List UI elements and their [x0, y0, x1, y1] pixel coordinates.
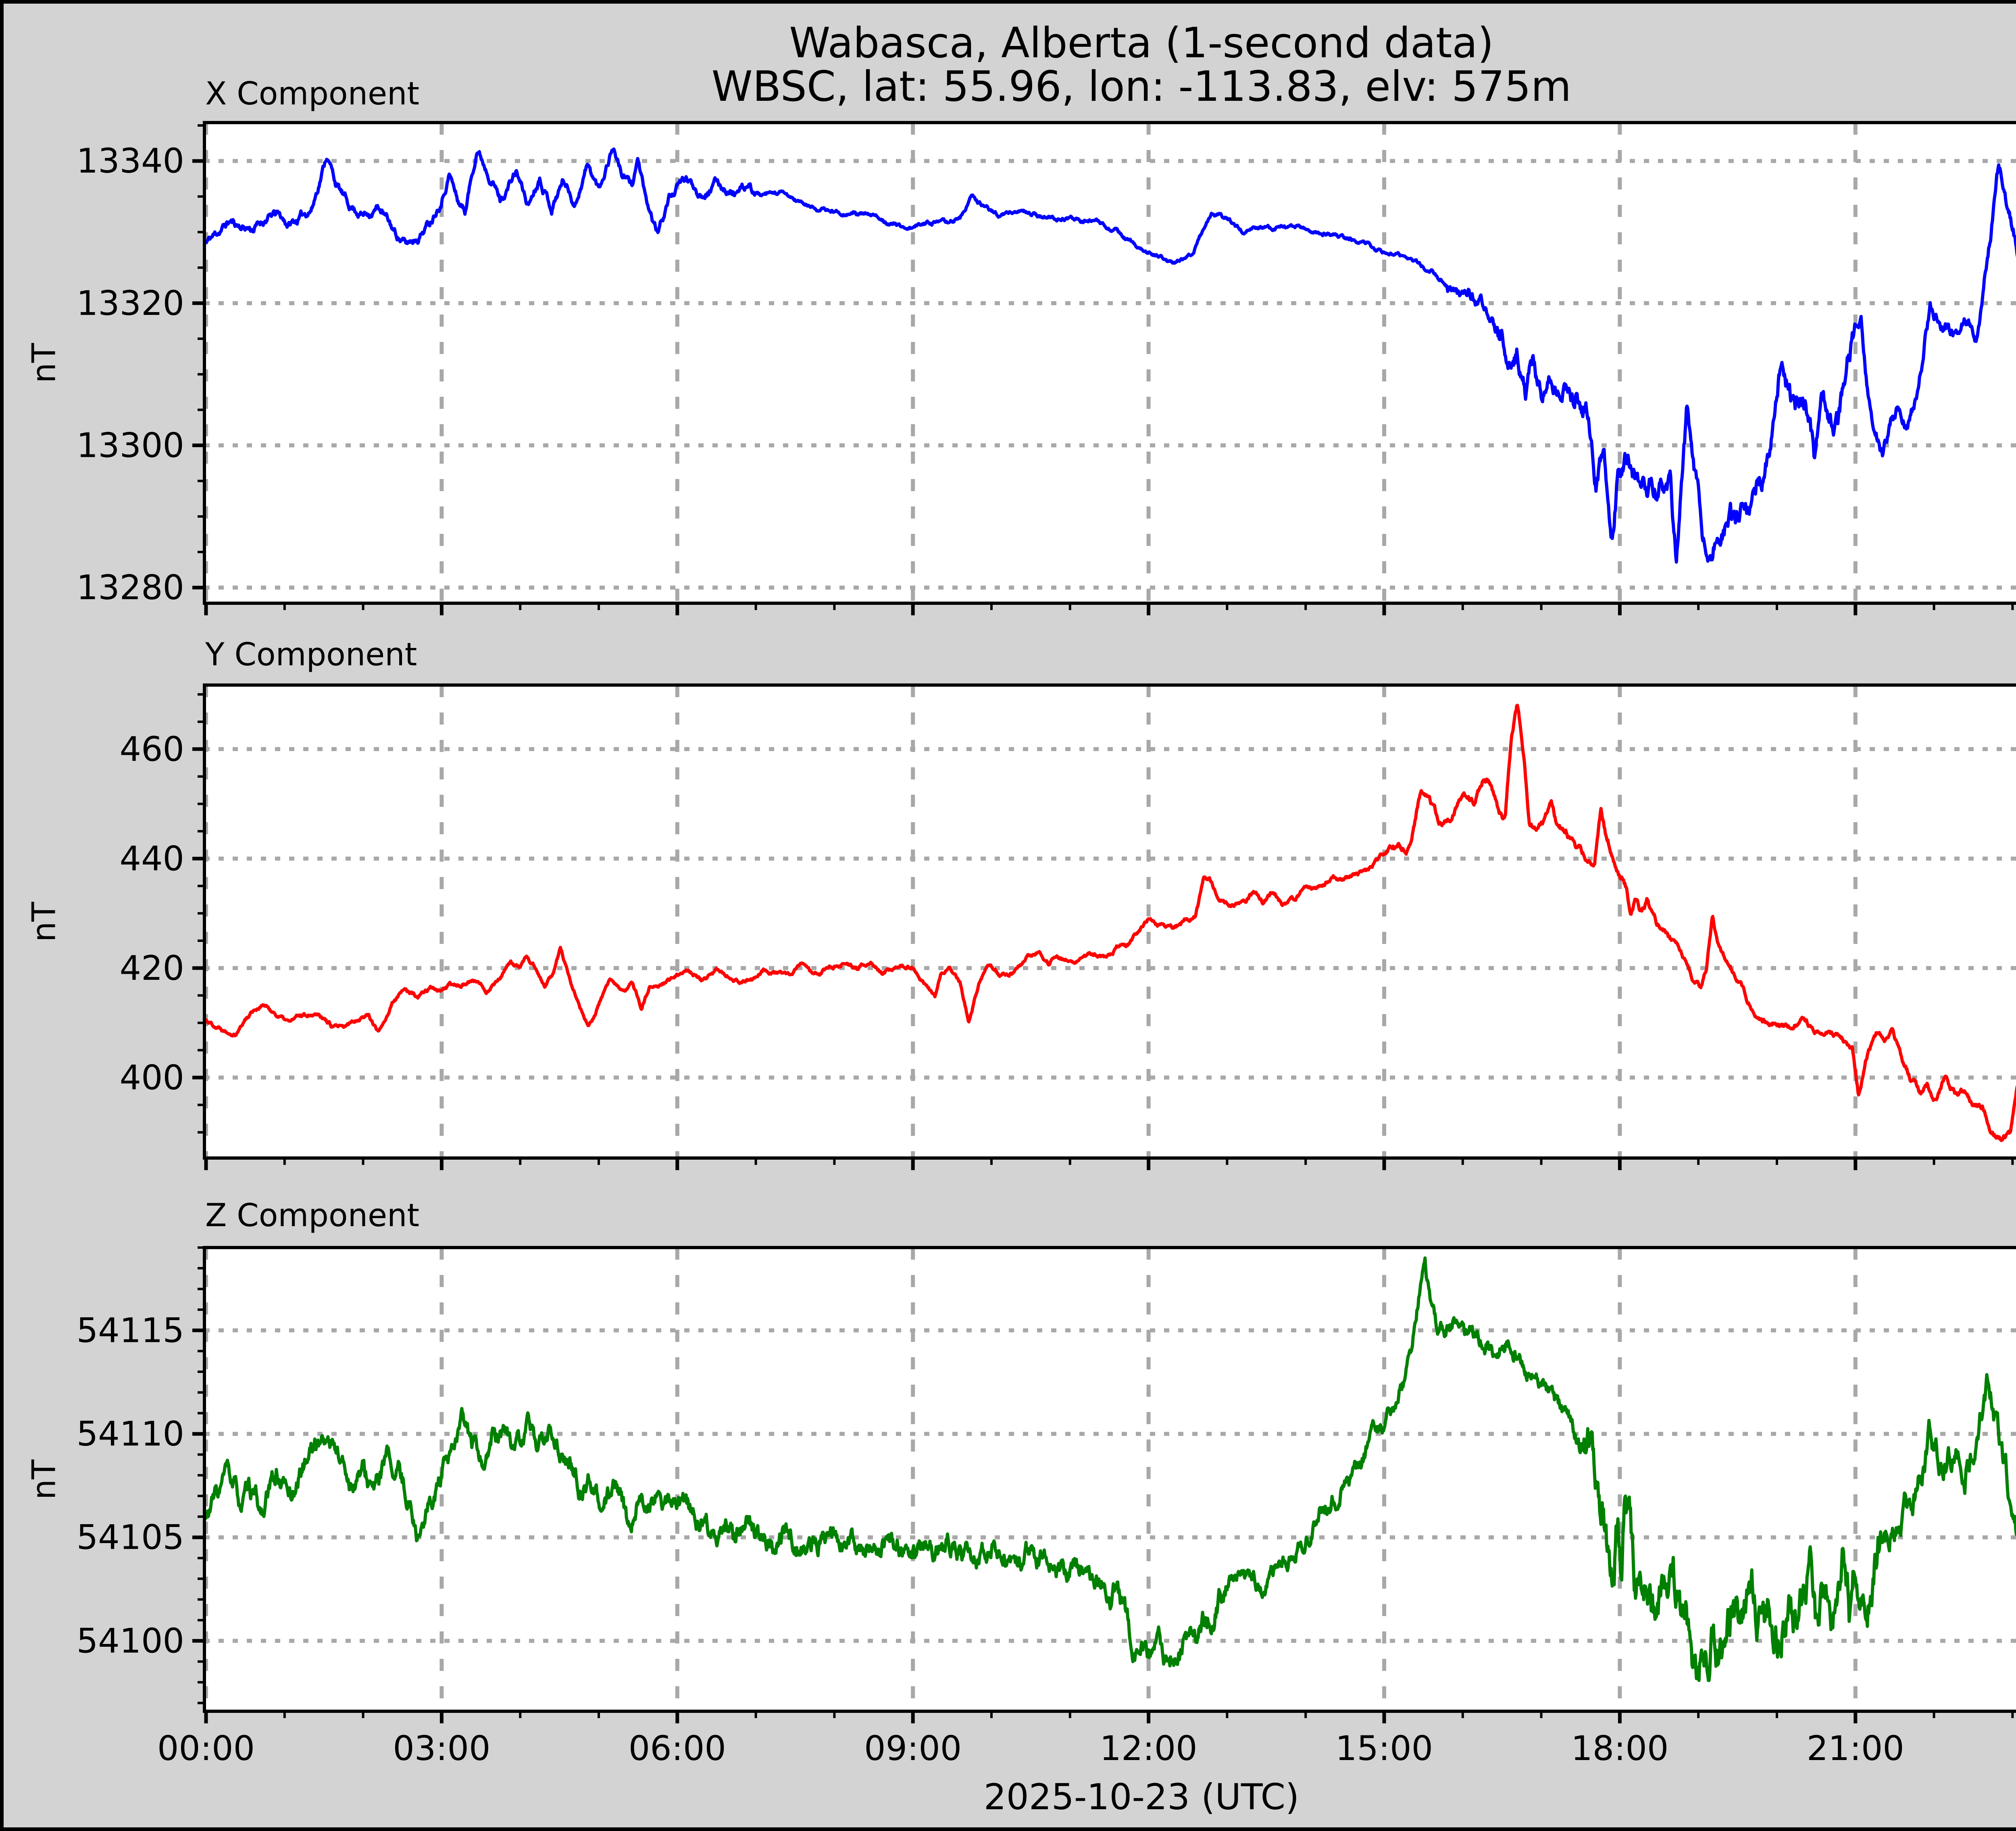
plot-canvas: 1328013300133201334040042044046054100541…: [77, 121, 2016, 1768]
panel-background: [204, 685, 2016, 1158]
y-tick-label: 54115: [77, 1310, 184, 1350]
x-panel-ylabel: nT: [25, 343, 63, 383]
y-tick-label: 13340: [77, 141, 184, 181]
y-tick-label: 13280: [77, 568, 184, 607]
x-tick-label: 15:00: [1335, 1729, 1433, 1768]
panel-title-z-component: Z Component: [205, 1198, 420, 1234]
z-panel-ylabel: nT: [25, 1459, 63, 1500]
figure-title: Wabasca, Alberta (1-second data): [789, 19, 1494, 67]
y-tick-label: 460: [120, 729, 184, 769]
panel-frame: [203, 121, 2016, 605]
y-tick-label: 440: [120, 839, 184, 878]
x-tick-label: 21:00: [1807, 1729, 1904, 1768]
panel-title-y-component: Y Component: [205, 637, 417, 673]
panel-frame: [203, 683, 2016, 1160]
x-trace: [204, 147, 2016, 564]
y-tick-label: 420: [120, 948, 184, 988]
panel-frame: [203, 1246, 2016, 1713]
y-trace: [204, 704, 2016, 1142]
x-tick-label: 00:00: [157, 1729, 255, 1768]
y-tick-label: 54110: [77, 1414, 184, 1454]
y-tick-label: 13300: [77, 426, 184, 465]
x-tick-label: 06:00: [629, 1729, 726, 1768]
z-trace: [204, 1256, 2016, 1682]
y-tick-label: 13320: [77, 283, 184, 323]
z-component-panel: 54100 54105 54110 54115: [77, 1246, 2016, 1723]
x-tick-label: 03:00: [393, 1729, 490, 1768]
y-tick-label: 54100: [77, 1621, 184, 1660]
panel-background: [204, 123, 2016, 603]
panel-title-x-component: X Component: [205, 76, 420, 112]
x-axis-label: 2025-10-23 (UTC): [983, 1776, 1300, 1818]
y-panel-ylabel: nT: [25, 902, 63, 942]
x-tick-label: 18:00: [1571, 1729, 1668, 1768]
x-component-panel: 13280 13300 13320 13340: [77, 121, 2016, 615]
figure-subtitle: WBSC, lat: 55.96, lon: -113.83, elv: 575…: [711, 62, 1572, 111]
x-tick-label: 09:00: [864, 1729, 962, 1768]
y-tick-label: 400: [120, 1058, 184, 1097]
y-tick-label: 54105: [77, 1518, 184, 1557]
y-component-panel: 400 420 440 460: [120, 683, 2016, 1170]
x-tick-label: 12:00: [1100, 1729, 1198, 1768]
